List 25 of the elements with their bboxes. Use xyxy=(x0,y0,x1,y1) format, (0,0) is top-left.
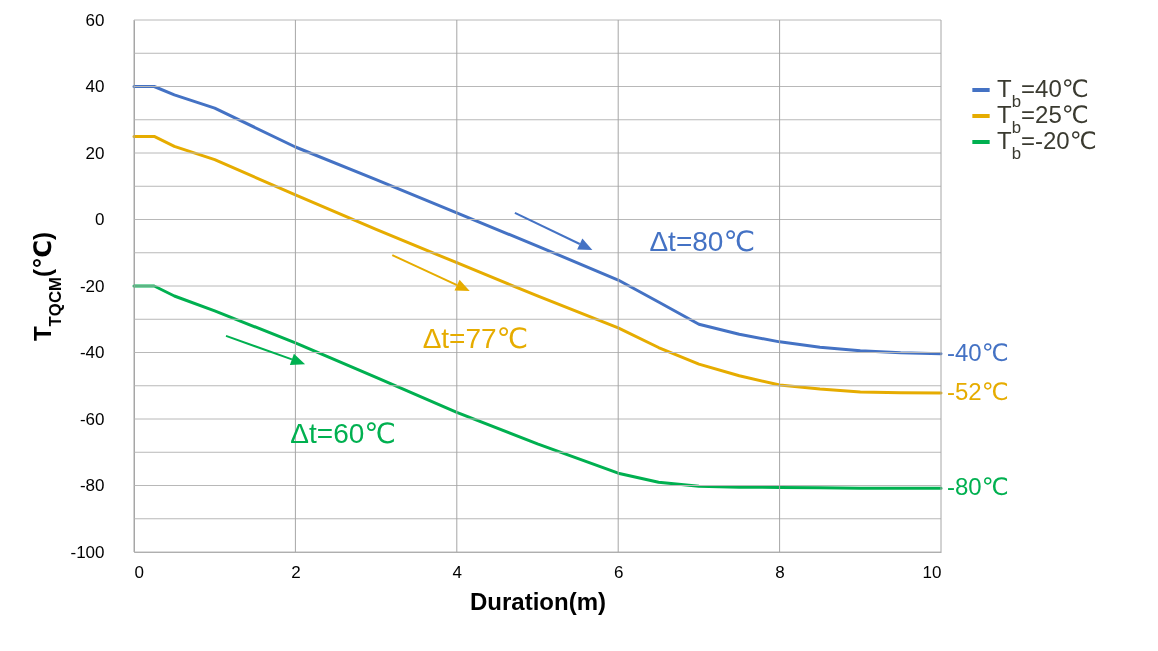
annotation: Δt=80℃ xyxy=(649,226,755,258)
line-series xyxy=(132,284,943,490)
x-tick-label: 8 xyxy=(775,562,785,582)
x-axis-title: Duration(m) xyxy=(470,587,606,615)
y-tick-label: -20 xyxy=(79,276,105,296)
y-tick-label: 40 xyxy=(85,77,105,96)
y-tick-label: 60 xyxy=(85,10,105,30)
x-tick-label: 2 xyxy=(291,562,301,582)
y-tick-label: -40 xyxy=(79,343,105,362)
x-tick-label: 4 xyxy=(452,562,463,582)
y-tick-label: -100 xyxy=(70,542,105,562)
y-tick-label: -60 xyxy=(79,409,105,429)
x-tick-label: 0 xyxy=(134,562,144,582)
y-tick-label: 0 xyxy=(95,210,105,229)
text: -52℃ xyxy=(947,378,1009,406)
line-series xyxy=(132,85,943,356)
y-tick-label: -80 xyxy=(79,476,105,495)
text: -40℃ xyxy=(947,338,1009,366)
annotation: Δt=60℃ xyxy=(290,417,396,449)
x-tick-label: 6 xyxy=(613,562,624,582)
y-tick-label: 20 xyxy=(85,143,105,163)
line-series xyxy=(132,134,943,395)
text: -80℃ xyxy=(947,473,1009,501)
annotation: Δt=77℃ xyxy=(422,322,529,354)
x-tick-label: 10 xyxy=(922,562,942,582)
